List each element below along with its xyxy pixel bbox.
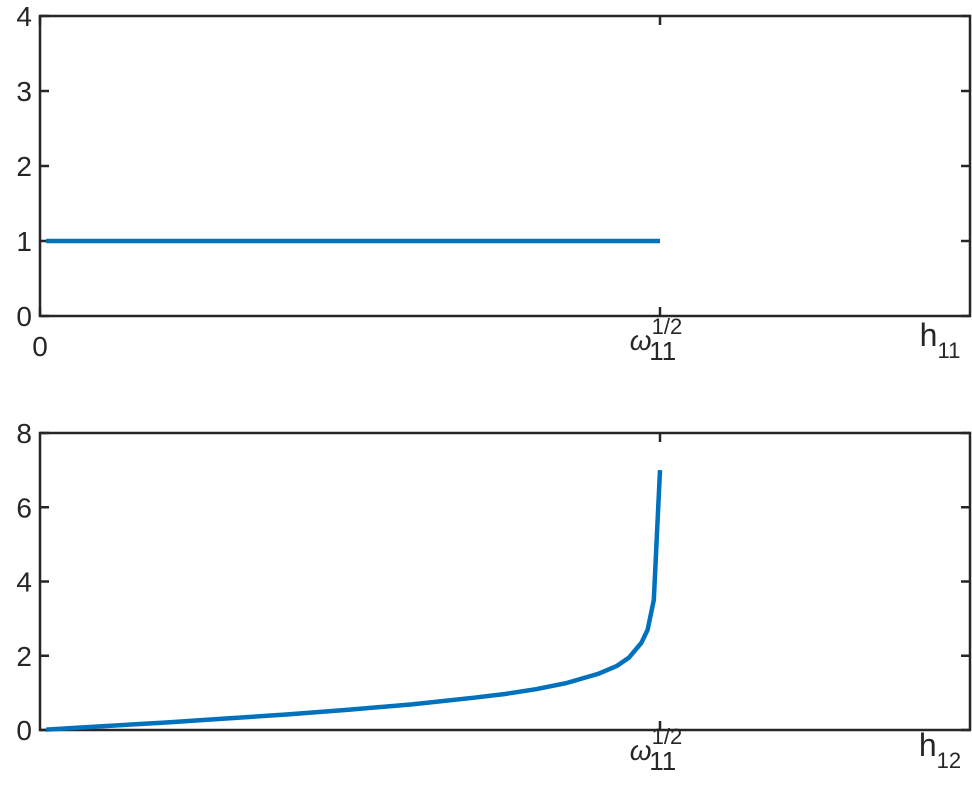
panel-2-frame: [38, 431, 972, 732]
panel-1-xlabel-text: h11: [920, 317, 961, 363]
panel-1-frame: [38, 14, 972, 318]
panel-1-xtick-label: 0: [32, 331, 48, 362]
panel-1-xlabel: h11: [920, 317, 961, 363]
panel-1-ytick-label: 0: [16, 301, 32, 332]
panel-1-ytick-label: 3: [16, 76, 32, 107]
panel-1-ytick-label: 4: [16, 1, 32, 32]
panel-2-ytick-label: 2: [16, 641, 32, 672]
panel-1-xtick-label-text: ω1/2 11: [630, 314, 682, 366]
panel-2-series-line: [46, 469, 663, 732]
panel-1: 0 1 2 3 4 0 ω1/2 11 h11: [16, 1, 972, 366]
panel-2-xlabel-text: h12: [919, 727, 961, 773]
panel-1-ytick-label: 1: [16, 226, 32, 257]
panel-2-xtick-label: ω1/2 11: [630, 724, 682, 776]
panel-2-ytick-label: 0: [16, 715, 32, 746]
panel-2-ytick-label: 8: [16, 418, 32, 449]
panel-2-xtick-label-text: ω1/2 11: [630, 724, 682, 776]
panel-1-ytick-label: 2: [16, 151, 32, 182]
panel-1-xtick-label: ω1/2 11: [630, 314, 682, 366]
panel-2-xlabel: h12: [919, 727, 961, 773]
panel-2-ytick-label: 6: [16, 492, 32, 523]
panel-2-ytick-label: 4: [16, 567, 32, 598]
panel-2: 0 2 4 6 8 ω1/2 11 h12: [16, 418, 972, 776]
